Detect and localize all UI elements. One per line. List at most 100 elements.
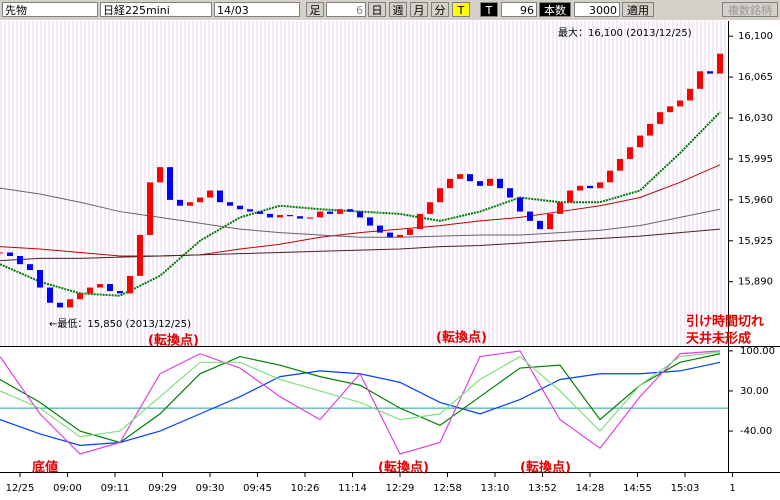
candle bbox=[227, 202, 233, 206]
candle bbox=[607, 170, 613, 183]
x-tick-label: 1 bbox=[729, 483, 735, 494]
candle bbox=[247, 209, 253, 212]
candle bbox=[517, 197, 523, 212]
candle bbox=[557, 202, 563, 214]
y-tick-label: 16,030 bbox=[738, 113, 773, 124]
bar-num[interactable]: 6 bbox=[326, 2, 366, 17]
candle bbox=[27, 264, 33, 271]
candle bbox=[447, 178, 453, 189]
x-tick-label: 14:28 bbox=[576, 483, 605, 494]
week-btn[interactable]: 週 bbox=[389, 2, 407, 17]
candle bbox=[587, 185, 593, 189]
y-tick-label: 16,100 bbox=[738, 31, 773, 42]
candle bbox=[657, 112, 663, 124]
candle bbox=[667, 106, 673, 113]
candle bbox=[107, 284, 113, 292]
annotation: (転換点) bbox=[436, 330, 487, 346]
candle bbox=[487, 178, 493, 186]
x-tick-label: 09:30 bbox=[196, 483, 225, 494]
candle bbox=[547, 213, 553, 230]
candle bbox=[397, 234, 403, 238]
candle bbox=[117, 291, 123, 294]
oscillator-panel: 100.00 30.00 -40.00 bbox=[0, 346, 775, 455]
candle bbox=[677, 100, 683, 107]
t-label: T bbox=[480, 2, 498, 17]
candle bbox=[147, 182, 153, 235]
x-tick-label: 14:55 bbox=[623, 483, 652, 494]
candle bbox=[237, 205, 243, 210]
line bbox=[0, 350, 721, 455]
candle bbox=[127, 275, 133, 294]
x-tick-label: 13:10 bbox=[481, 483, 510, 494]
count-input[interactable]: 96 bbox=[501, 2, 537, 17]
x-tick-label: 09:29 bbox=[148, 483, 177, 494]
annotation: 底値 bbox=[32, 460, 58, 476]
y-tick-label: 15,995 bbox=[738, 154, 773, 165]
toolbar: 先物 日経225mini 14/03 足 6 日 週 月 分 T T 96 本数… bbox=[0, 0, 780, 20]
contract-select[interactable]: 14/03 bbox=[214, 2, 300, 17]
candle bbox=[0, 252, 3, 254]
count-label: 本数 bbox=[539, 2, 571, 17]
candle bbox=[697, 71, 703, 89]
line bbox=[0, 351, 721, 438]
y-tick-label: 15,925 bbox=[738, 236, 773, 247]
candle bbox=[337, 209, 343, 214]
price-panel: 16,100 16,065 16,030 15,995 15,960 15,925 15,8… bbox=[0, 31, 773, 308]
candle bbox=[577, 185, 583, 191]
candle bbox=[97, 284, 103, 288]
tick-btn[interactable]: T bbox=[452, 2, 470, 17]
market-select[interactable]: 先物 bbox=[2, 2, 98, 17]
x-tick-label: 11:14 bbox=[338, 483, 367, 494]
candle bbox=[137, 234, 143, 276]
candle bbox=[467, 174, 473, 182]
annotation: 天井未形成 bbox=[686, 331, 751, 347]
candle bbox=[637, 135, 643, 148]
minute-btn[interactable]: 分 bbox=[431, 2, 449, 17]
x-tick-label: 13:52 bbox=[528, 483, 557, 494]
apply-btn[interactable]: 適用 bbox=[622, 2, 654, 17]
bars-input[interactable]: 3000 bbox=[574, 2, 620, 17]
candle bbox=[287, 215, 293, 217]
candle bbox=[157, 167, 163, 183]
x-tick-label: 09:00 bbox=[53, 483, 82, 494]
candle bbox=[567, 190, 573, 203]
candle bbox=[307, 217, 313, 219]
annotation: 引け時間切れ bbox=[686, 314, 764, 330]
line bbox=[0, 353, 721, 444]
day-btn[interactable]: 日 bbox=[368, 2, 386, 17]
y-tick-label: 16,065 bbox=[738, 72, 773, 83]
x-tick-label: 15:03 bbox=[671, 483, 700, 494]
multi-btn[interactable]: 複数銘柄 bbox=[722, 2, 778, 17]
candle bbox=[347, 209, 353, 212]
x-tick-label: 09:11 bbox=[101, 483, 130, 494]
candle bbox=[537, 220, 543, 230]
candle bbox=[167, 167, 173, 200]
candle bbox=[387, 232, 393, 238]
candle bbox=[297, 216, 303, 219]
candle bbox=[457, 174, 463, 179]
bar-label: 足 bbox=[306, 2, 324, 17]
index-select[interactable]: 日経225mini bbox=[100, 2, 212, 17]
y-tick-label: 100.00 bbox=[740, 346, 775, 357]
hatch bbox=[0, 21, 728, 346]
candle bbox=[367, 217, 373, 226]
candle bbox=[377, 225, 383, 233]
candle bbox=[317, 211, 323, 218]
candle bbox=[217, 190, 223, 203]
candle bbox=[357, 211, 363, 218]
candle bbox=[707, 71, 713, 74]
annotation: (転換点) bbox=[148, 333, 199, 349]
line bbox=[0, 228, 721, 262]
candle bbox=[617, 158, 623, 171]
line bbox=[0, 164, 721, 257]
max-label: 最大：16,100 (2013/12/25) bbox=[558, 26, 692, 39]
candle bbox=[277, 215, 283, 218]
x-tick-label: 12:29 bbox=[386, 483, 415, 494]
candle bbox=[7, 252, 13, 256]
candle bbox=[437, 188, 443, 203]
candle bbox=[717, 53, 723, 74]
month-btn[interactable]: 月 bbox=[410, 2, 428, 17]
y-tick-label: -40.00 bbox=[740, 426, 772, 437]
line bbox=[0, 187, 721, 238]
